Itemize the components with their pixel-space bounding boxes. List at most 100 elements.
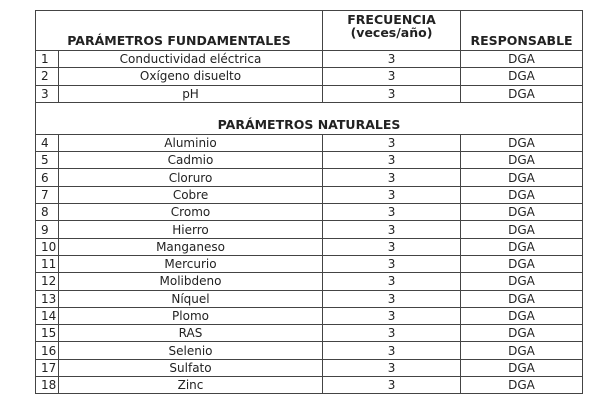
parameter: Selenio	[57, 341, 324, 360]
data-row: 14 Plomo 3 DGA	[35, 306, 584, 326]
header-text: FRECUENCIA	[347, 12, 436, 27]
data-row: 12 Molibdeno 3 DGA	[35, 272, 584, 291]
data-row: 4 Aluminio 3 DGA	[35, 133, 584, 153]
row-number: 7	[35, 185, 59, 205]
frequency: 3	[322, 203, 462, 222]
row-number: 14	[35, 306, 59, 326]
responsible: DGA	[460, 203, 584, 222]
parameter: Níquel	[57, 289, 324, 308]
data-row: 3 pH 3 DGA	[35, 84, 584, 103]
header-row: PARÁMETROS FUNDAMENTALES FRECUENCIA (vece…	[34, 10, 584, 51]
parameter: Aluminio	[57, 133, 324, 153]
responsible: DGA	[460, 324, 584, 343]
frequency: 3	[322, 289, 462, 308]
row-number: 11	[35, 254, 59, 274]
responsible: DGA	[460, 272, 584, 291]
parameter: Conductividad eléctrica	[57, 49, 324, 69]
data-row: 18 Zinc 3 DGA	[35, 376, 584, 395]
responsible: DGA	[460, 376, 584, 395]
responsible: DGA	[460, 254, 584, 274]
parameter: Sulfato	[57, 358, 324, 378]
parameter: Zinc	[57, 376, 324, 395]
data-row: 9 Hierro 3 DGA	[35, 220, 584, 239]
header-cell: FRECUENCIA (veces/año)	[322, 10, 462, 51]
parameter: pH	[57, 84, 324, 103]
data-row: 11 Mercurio 3 DGA	[35, 254, 584, 274]
data-row: 1 Conductividad eléctrica 3 DGA	[35, 49, 584, 69]
header-text: (veces/año)	[350, 24, 433, 40]
parameter: Manganeso	[57, 237, 324, 256]
responsible: DGA	[460, 133, 584, 153]
responsible: DGA	[460, 220, 584, 239]
table-body: PARÁMETROS FUNDAMENTALES FRECUENCIA (vece…	[34, 10, 584, 395]
section-row: PARÁMETROS NATURALES	[34, 101, 584, 135]
frequency: 3	[322, 133, 462, 153]
row-number: 17	[35, 358, 59, 378]
row-number: 3	[35, 84, 59, 103]
frequency: 3	[322, 306, 462, 326]
frequency: 3	[322, 168, 462, 187]
responsible: DGA	[460, 151, 584, 170]
header-text: RESPONSABLE	[470, 32, 573, 48]
data-row: 16 Selenio 3 DGA	[35, 341, 584, 360]
row-number: 10	[35, 237, 59, 256]
section-title: PARÁMETROS NATURALES	[34, 101, 584, 135]
data-row: 13 Níquel 3 DGA	[35, 289, 584, 308]
header-cell: RESPONSABLE	[460, 10, 584, 51]
frequency: 3	[322, 341, 462, 360]
responsible: DGA	[460, 49, 584, 69]
frequency: 3	[322, 237, 462, 256]
frequency: 3	[322, 67, 462, 86]
frequency: 3	[322, 220, 462, 239]
frequency: 3	[322, 324, 462, 343]
data-row: 10 Manganeso 3 DGA	[35, 237, 584, 256]
parameter: Plomo	[57, 306, 324, 326]
row-number: 9	[35, 220, 59, 239]
frequency: 3	[322, 272, 462, 291]
data-row: 15 RAS 3 DGA	[35, 324, 584, 343]
frequency: 3	[322, 49, 462, 69]
frequency: 3	[322, 84, 462, 103]
header-cell: PARÁMETROS FUNDAMENTALES	[34, 10, 324, 51]
row-number: 18	[35, 376, 59, 395]
frequency: 3	[322, 185, 462, 205]
parameter: Hierro	[57, 220, 324, 239]
parameter: Cloruro	[57, 168, 324, 187]
data-row: 6 Cloruro 3 DGA	[35, 168, 584, 187]
responsible: DGA	[460, 185, 584, 205]
parameters-table: PARÁMETROS FUNDAMENTALES FRECUENCIA (vece…	[34, 10, 584, 395]
parameter: Cadmio	[57, 151, 324, 170]
row-number: 13	[35, 289, 59, 308]
responsible: DGA	[460, 237, 584, 256]
responsible: DGA	[460, 289, 584, 308]
frequency: 3	[322, 376, 462, 395]
data-row: 5 Cadmio 3 DGA	[35, 151, 584, 170]
responsible: DGA	[460, 168, 584, 187]
parameter: Cromo	[57, 203, 324, 222]
data-row: 17 Sulfato 3 DGA	[35, 358, 584, 378]
parameter: Oxígeno disuelto	[57, 67, 324, 86]
data-row: 7 Cobre 3 DGA	[35, 185, 584, 205]
row-number: 2	[35, 67, 59, 86]
parameter: RAS	[57, 324, 324, 343]
frequency: 3	[322, 358, 462, 378]
row-number: 6	[35, 168, 59, 187]
row-number: 12	[35, 272, 59, 291]
row-number: 5	[35, 151, 59, 170]
row-number: 16	[35, 341, 59, 360]
responsible: DGA	[460, 306, 584, 326]
parameter: Mercurio	[57, 254, 324, 274]
row-number: 4	[35, 133, 59, 153]
responsible: DGA	[460, 358, 584, 378]
row-number: 8	[35, 203, 59, 222]
frequency: 3	[322, 151, 462, 170]
frequency: 3	[322, 254, 462, 274]
data-row: 8 Cromo 3 DGA	[35, 203, 584, 222]
responsible: DGA	[460, 341, 584, 360]
parameter: Molibdeno	[57, 272, 324, 291]
row-number: 15	[35, 324, 59, 343]
row-number: 1	[35, 49, 59, 69]
data-row: 2 Oxígeno disuelto 3 DGA	[35, 67, 584, 86]
header-text: PARÁMETROS FUNDAMENTALES	[67, 32, 291, 48]
